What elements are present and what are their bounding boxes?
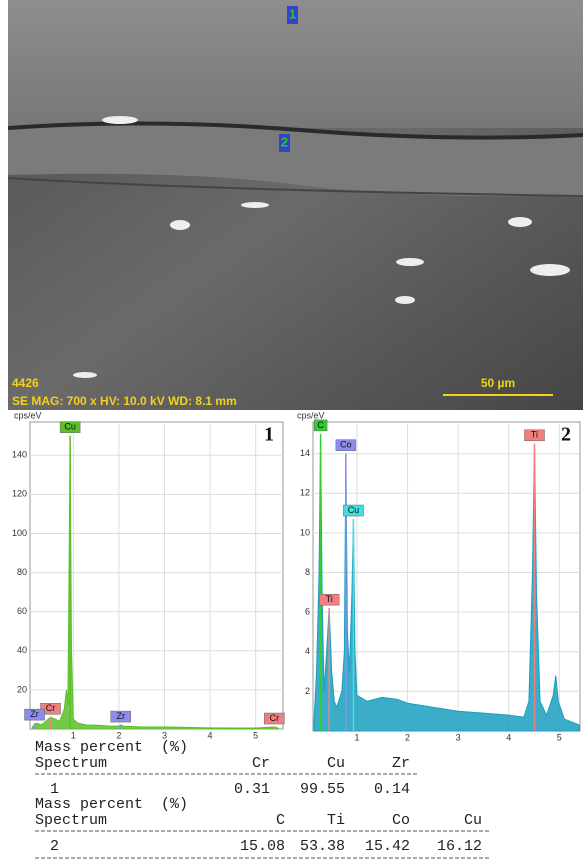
table-header: C bbox=[276, 812, 285, 829]
table-cell: 1 bbox=[50, 781, 59, 798]
table-cell: 15.42 bbox=[365, 838, 410, 855]
panel-label: 2 bbox=[561, 424, 571, 446]
x-tick-label: 4 bbox=[208, 730, 213, 740]
table-cell: 15.08 bbox=[240, 838, 285, 855]
table-header: Cu bbox=[327, 755, 345, 772]
table-caption: Mass percent (%) bbox=[35, 739, 188, 756]
table-cell: 53.38 bbox=[300, 838, 345, 855]
sem-image: 1 2 4426 SE MAG: 700 x HV: 10.0 kV WD: 8… bbox=[7, 0, 583, 410]
table-header: Co bbox=[392, 812, 410, 829]
table-cell: 0.14 bbox=[374, 781, 410, 798]
y-axis-label: cps/eV bbox=[14, 410, 42, 420]
element-label: Cu bbox=[64, 422, 76, 432]
x-tick-label: 2 bbox=[405, 732, 410, 742]
element-tag bbox=[40, 703, 61, 715]
y-tick-label: 12 bbox=[300, 488, 310, 498]
element-tag bbox=[264, 712, 285, 725]
y-tick-label: 6 bbox=[305, 607, 310, 617]
element-tag bbox=[24, 708, 45, 721]
x-tick-label: 1 bbox=[71, 730, 76, 740]
y-tick-label: 80 bbox=[17, 567, 27, 577]
spectrum bbox=[31, 435, 279, 730]
table-header: Spectrum bbox=[35, 812, 107, 829]
x-tick-label: 3 bbox=[162, 730, 167, 740]
y-tick-label: 100 bbox=[12, 528, 27, 538]
element-label: Cu bbox=[348, 505, 360, 515]
y-tick-label: 14 bbox=[300, 448, 310, 458]
y-tick-label: 4 bbox=[305, 646, 310, 656]
x-tick-label: 5 bbox=[253, 730, 258, 740]
element-label: C bbox=[317, 420, 324, 430]
table-header: Cr bbox=[252, 755, 270, 772]
element-label: Zr bbox=[30, 709, 39, 719]
element-tag bbox=[318, 593, 340, 606]
x-tick-label: 3 bbox=[456, 732, 461, 742]
x-tick-label: 5 bbox=[557, 732, 562, 742]
table-cell: 0.31 bbox=[234, 781, 270, 798]
y-tick-label: 2 bbox=[305, 686, 310, 696]
y-tick-label: 60 bbox=[17, 606, 27, 616]
marker-label: 1 bbox=[289, 6, 296, 21]
element-label: Co bbox=[340, 440, 352, 450]
element-tag bbox=[313, 419, 328, 432]
table-header: Cu bbox=[464, 812, 482, 829]
table-cell: 99.55 bbox=[300, 781, 345, 798]
element-tag bbox=[110, 710, 131, 723]
element-label: Zr bbox=[116, 711, 125, 721]
table-header: Spectrum bbox=[35, 755, 107, 772]
element-label: Cr bbox=[46, 703, 56, 713]
image-info: SE MAG: 700 x HV: 10.0 kV WD: 8.1 mm bbox=[12, 394, 237, 408]
y-tick-label: 20 bbox=[17, 684, 27, 694]
y-tick-label: 10 bbox=[300, 527, 310, 537]
table-cell: 2 bbox=[50, 838, 59, 855]
image-id: 4426 bbox=[12, 376, 39, 390]
panel-label: 1 bbox=[264, 424, 274, 446]
x-tick-label: 4 bbox=[506, 732, 511, 742]
x-tick-label: 1 bbox=[354, 732, 359, 742]
scale-bar-label: 50 µm bbox=[481, 376, 515, 390]
table-cell: 16.12 bbox=[437, 838, 482, 855]
element-tag bbox=[343, 504, 364, 517]
element-tag bbox=[335, 439, 357, 451]
table-header: Zr bbox=[392, 755, 410, 772]
element-label: Ti bbox=[326, 594, 333, 604]
element-label: Cr bbox=[270, 713, 280, 723]
tables: Mass percent (%)Spectrum Cr Cu Zr1 0.31 99.55… bbox=[35, 739, 490, 859]
y-axis-label: cps/eV bbox=[297, 410, 325, 420]
marker-label: 2 bbox=[281, 134, 288, 149]
y-tick-label: 40 bbox=[17, 645, 27, 655]
element-label: Ti bbox=[531, 430, 538, 440]
y-tick-label: 8 bbox=[305, 567, 310, 577]
y-tick-label: 120 bbox=[12, 489, 27, 499]
table-caption: Mass percent (%) bbox=[35, 796, 188, 813]
element-tag bbox=[524, 429, 545, 442]
y-tick-label: 140 bbox=[12, 450, 27, 460]
table-header: Ti bbox=[327, 812, 345, 829]
element-tag bbox=[59, 421, 81, 433]
x-tick-label: 2 bbox=[116, 730, 121, 740]
